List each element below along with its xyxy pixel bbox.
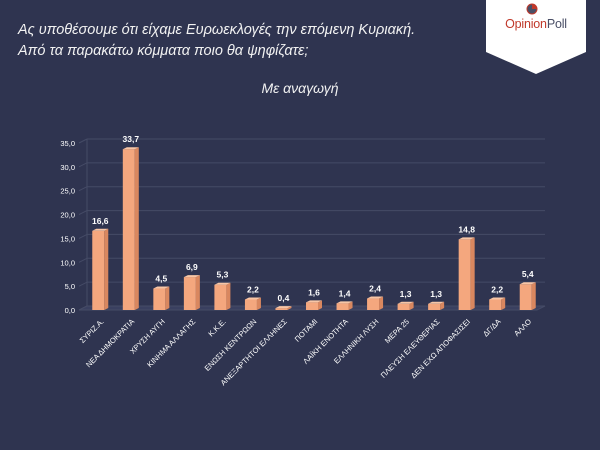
y-tick-label: 20,0	[60, 211, 75, 220]
bar-side	[470, 237, 475, 310]
bar	[275, 308, 288, 310]
gridline-depth	[78, 233, 88, 239]
bar-top	[489, 297, 506, 300]
bar-side	[165, 286, 170, 310]
bar-side	[348, 301, 353, 310]
bar-top	[306, 300, 322, 303]
bar	[244, 299, 257, 310]
gridline-depth	[78, 210, 88, 216]
data-label: 1,3	[400, 289, 412, 299]
bar	[367, 298, 380, 310]
bar-top	[458, 237, 475, 240]
bar	[397, 303, 410, 310]
bar-top	[122, 147, 139, 150]
x-tick-label: ΔΓ/ΔΑ	[481, 317, 502, 338]
data-label: 2,4	[369, 284, 381, 294]
data-label: 5,3	[216, 270, 228, 280]
x-tick-label: ΑΛΛΟ	[512, 317, 533, 338]
y-tick-label: 0,0	[65, 306, 75, 315]
opinionpoll-logo: OpinionPoll	[486, 0, 586, 74]
data-label: 1,3	[430, 289, 442, 299]
data-label: 2,2	[491, 285, 503, 295]
data-label: 2,2	[247, 285, 259, 295]
y-tick-label: 35,0	[60, 139, 75, 148]
bar-side	[501, 297, 506, 310]
x-tick-label: ΔΕΝ ΕΧΩ ΑΠΟΦΑΣΙΣΕΙ	[409, 317, 472, 380]
data-label: 6,9	[186, 262, 198, 272]
question-line-2: Από τα παρακάτω κόμματα ποιο θα ψηφίζατε…	[18, 43, 309, 59]
gridline-depth	[78, 162, 88, 168]
bar-top	[367, 296, 384, 299]
bar	[489, 299, 502, 310]
logo-wordmark: OpinionPoll	[486, 17, 586, 31]
y-tick-label: 30,0	[60, 163, 75, 172]
bar-top	[519, 282, 536, 285]
bar-side	[104, 228, 109, 310]
x-tick-label: Κ.Κ.Ε.	[206, 317, 227, 338]
chart-subtitle: Με αναγωγή	[261, 80, 339, 96]
x-tick-label: ΠΟΤΑΜΙ	[293, 317, 320, 344]
bar-top	[92, 228, 109, 231]
bar-side	[287, 306, 292, 310]
question-line-1: Ας υποθέσουμε ότι είχαμε Ευρωεκλογές την…	[18, 22, 416, 38]
bar-top	[153, 286, 170, 289]
gridline-depth	[78, 281, 88, 287]
data-label: 14,8	[458, 224, 475, 234]
bar-side	[440, 301, 445, 310]
bar-top	[183, 275, 200, 278]
logo-text-opinion: Opinion	[505, 17, 547, 31]
data-label: 0,4	[278, 293, 290, 303]
bar-side	[318, 300, 322, 310]
bar-side	[195, 275, 200, 310]
bar-side	[379, 296, 384, 310]
bar-top	[275, 306, 292, 309]
data-label: 33,7	[123, 134, 140, 144]
bar-side	[256, 297, 261, 310]
bar	[458, 239, 471, 310]
bar-top	[397, 301, 414, 304]
bar	[519, 284, 532, 310]
bar-top	[244, 297, 261, 300]
y-tick-label: 10,0	[60, 258, 75, 267]
survey-question: Ας υποθέσουμε ότι είχαμε Ευρωεκλογές την…	[18, 20, 478, 62]
bar	[306, 302, 318, 310]
data-label: 16,6	[92, 216, 109, 226]
data-label: 1,4	[339, 288, 351, 298]
x-tick-label: ΣΥΡΙΖ.Α.	[78, 317, 106, 345]
bar-side	[531, 282, 536, 310]
bar	[214, 284, 227, 310]
bar-top	[428, 301, 445, 304]
bar-top	[214, 282, 231, 285]
bar-side	[409, 301, 414, 310]
bar-top	[336, 301, 353, 304]
gridline-depth	[78, 138, 88, 144]
data-label: 4,5	[155, 274, 167, 284]
data-label: 5,4	[522, 269, 534, 279]
x-tick-label: ΜΕΡΑ 25	[383, 317, 411, 345]
y-tick-label: 15,0	[60, 234, 75, 243]
bar-side	[226, 282, 231, 310]
y-tick-label: 5,0	[65, 282, 75, 291]
bar	[183, 277, 196, 310]
bar	[428, 303, 441, 310]
x-tick-label: ΕΝΩΣΗ ΚΕΝΤΡΩΩΝ	[203, 317, 259, 373]
bar	[122, 149, 135, 310]
gridline-depth	[78, 257, 88, 263]
x-tick-label: ΠΛΕΥΣΗ ΕΛΕΥΘΕΡΙΑΣ	[379, 317, 442, 380]
gridline-depth	[78, 186, 88, 192]
bar	[153, 288, 166, 310]
logo-text-poll: Poll	[546, 17, 567, 31]
bar	[92, 230, 105, 310]
y-tick-label: 25,0	[60, 187, 75, 196]
data-label: 1,6	[308, 287, 320, 297]
bar	[336, 303, 349, 310]
bar-side	[134, 147, 139, 310]
